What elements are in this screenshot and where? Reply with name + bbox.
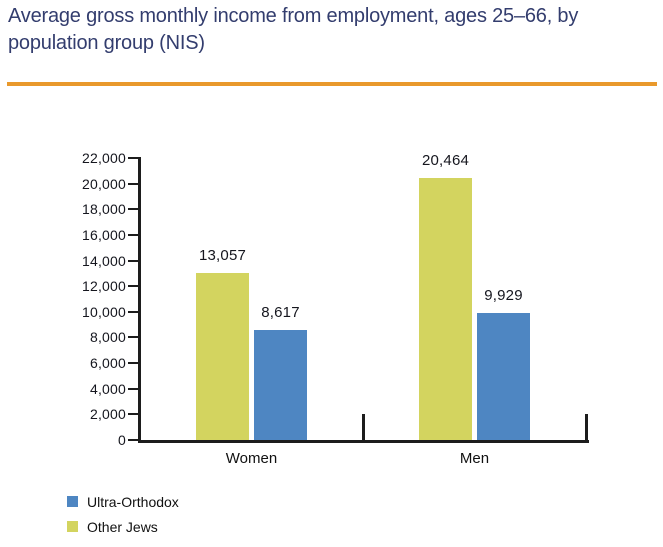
y-tick-label-12000: 12,000 [81, 278, 126, 295]
title-divider [7, 82, 657, 86]
bar-value-label-women-other-jews: 13,057 [198, 246, 247, 264]
group-end-tick-1 [362, 414, 365, 440]
legend-label-ultra-orthodox: Ultra-Orthodox [87, 494, 179, 510]
y-tick-mark-4000 [128, 387, 140, 390]
category-label-men: Men [459, 450, 490, 467]
y-tick-mark-8000 [128, 336, 140, 339]
y-tick-mark-6000 [128, 362, 140, 365]
bar-women-ultra-orthodox [254, 329, 307, 440]
y-axis-line [138, 157, 141, 443]
y-tick-mark-22000 [128, 157, 140, 159]
legend-swatch-other-jews [67, 521, 78, 532]
bar-men-other-jews [419, 177, 472, 440]
bar-women-other-jews [196, 272, 249, 440]
y-tick-label-14000: 14,000 [81, 252, 126, 269]
y-tick-label-8000: 8,000 [89, 329, 126, 346]
legend-label-other-jews: Other Jews [87, 519, 158, 535]
legend-item-ultra-orthodox: Ultra-Orthodox [67, 493, 179, 511]
category-label-women: Women [225, 450, 278, 467]
y-tick-label-0: 0 [118, 432, 126, 448]
y-tick-mark-20000 [128, 182, 140, 185]
bar-value-label-men-ultra-orthodox: 9,929 [484, 286, 523, 304]
bar-value-label-men-other-jews: 20,464 [421, 151, 470, 169]
y-tick-label-16000: 16,000 [81, 226, 126, 243]
chart-title-line1: Average gross monthly income from employ… [8, 5, 579, 27]
y-tick-mark-0 [128, 439, 140, 441]
y-tick-mark-12000 [128, 285, 140, 288]
y-tick-label-10000: 10,000 [81, 303, 126, 320]
y-tick-mark-18000 [128, 208, 140, 211]
y-tick-mark-2000 [128, 413, 140, 416]
y-tick-label-22000: 22,000 [81, 150, 126, 166]
y-tick-label-4000: 4,000 [89, 380, 126, 397]
legend-swatch-ultra-orthodox [67, 496, 78, 507]
y-tick-label-20000: 20,000 [81, 175, 126, 192]
y-tick-mark-16000 [128, 233, 140, 236]
group-end-tick-2 [585, 414, 588, 440]
y-tick-label-6000: 6,000 [89, 355, 126, 372]
chart-title-line2: population group (NIS) [8, 32, 205, 54]
y-tick-label-18000: 18,000 [81, 201, 126, 218]
bar-value-label-women-ultra-orthodox: 8,617 [261, 303, 300, 321]
x-axis-line [138, 440, 589, 443]
chart-title: Average gross monthly income from employ… [8, 3, 656, 57]
legend-item-other-jews: Other Jews [67, 518, 179, 536]
y-tick-label-2000: 2,000 [89, 406, 126, 423]
bar-men-ultra-orthodox [477, 312, 530, 440]
y-tick-mark-10000 [128, 310, 140, 313]
legend: Ultra-Orthodox Other Jews [67, 493, 179, 536]
y-tick-mark-14000 [128, 259, 140, 262]
